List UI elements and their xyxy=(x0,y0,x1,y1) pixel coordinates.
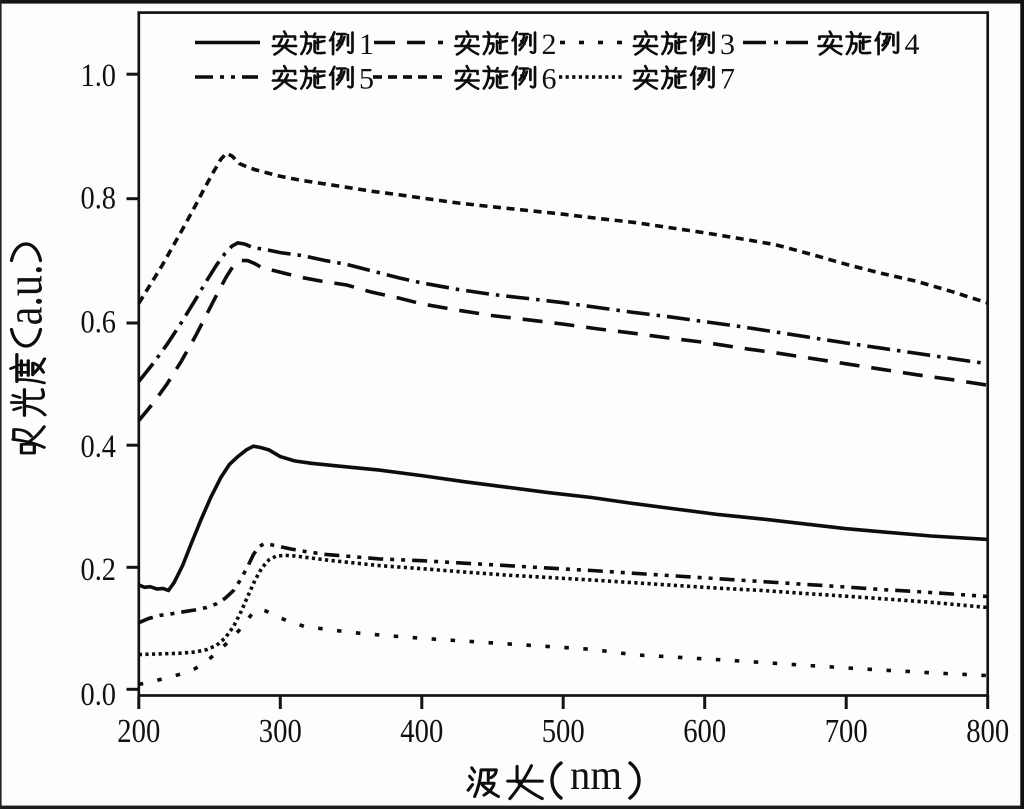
svg-text:7: 7 xyxy=(720,62,735,95)
svg-text:500: 500 xyxy=(542,713,585,750)
svg-text:1.0: 1.0 xyxy=(81,58,117,94)
svg-text:700: 700 xyxy=(825,713,868,750)
svg-text:nm: nm xyxy=(570,753,622,799)
svg-text:0.0: 0.0 xyxy=(81,677,117,713)
svg-text:200: 200 xyxy=(117,713,160,750)
svg-text:0.2: 0.2 xyxy=(81,552,117,588)
svg-text:600: 600 xyxy=(683,713,726,750)
svg-text:0.4: 0.4 xyxy=(81,429,117,465)
svg-text:300: 300 xyxy=(259,713,302,750)
svg-text:1: 1 xyxy=(359,28,374,61)
svg-text:2: 2 xyxy=(542,28,557,61)
svg-text:800: 800 xyxy=(966,713,1009,750)
svg-text:a.u.: a.u. xyxy=(0,264,54,325)
svg-text:0.8: 0.8 xyxy=(81,181,117,217)
svg-text:4: 4 xyxy=(905,28,920,61)
svg-text:6: 6 xyxy=(542,62,557,95)
svg-text:0.6: 0.6 xyxy=(81,305,117,341)
svg-text:400: 400 xyxy=(400,713,443,750)
svg-text:3: 3 xyxy=(720,28,735,61)
svg-text:5: 5 xyxy=(359,62,374,95)
